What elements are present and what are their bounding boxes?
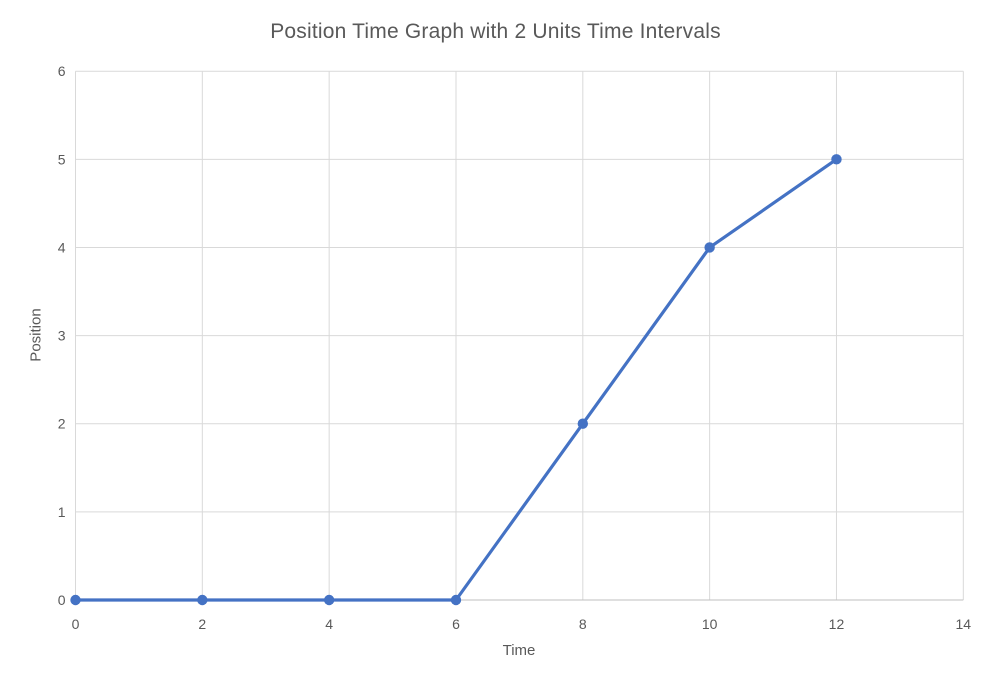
y-tick-label: 0 (58, 592, 66, 608)
y-tick-label: 5 (58, 151, 66, 167)
y-tick-label: 2 (58, 416, 66, 432)
y-axis-title: Position (27, 308, 45, 362)
x-tick-label: 0 (72, 616, 80, 632)
data-point (70, 594, 81, 606)
data-point (831, 154, 842, 165)
chart-title: Position Time Graph with 2 Units Time In… (270, 20, 721, 43)
x-tick-label: 6 (452, 616, 460, 632)
y-tick-label: 6 (58, 63, 66, 79)
y-tick-label: 1 (58, 504, 66, 520)
data-point (450, 594, 462, 606)
gridlines (75, 70, 964, 601)
x-tick-label: 12 (829, 616, 845, 632)
x-tick-label: 10 (702, 616, 718, 632)
data-point (577, 418, 589, 429)
data-point (704, 242, 715, 253)
x-tick-label: 8 (579, 616, 587, 632)
x-tick-label: 14 (956, 616, 972, 632)
x-tick-label: 2 (198, 616, 206, 632)
data-point (323, 594, 335, 606)
x-axis-title: Time (502, 642, 536, 659)
x-tick-label: 4 (325, 616, 333, 632)
y-tick-label: 4 (58, 239, 66, 255)
data-point (197, 594, 208, 606)
y-tick-label: 3 (58, 328, 66, 344)
line-series (70, 154, 842, 606)
